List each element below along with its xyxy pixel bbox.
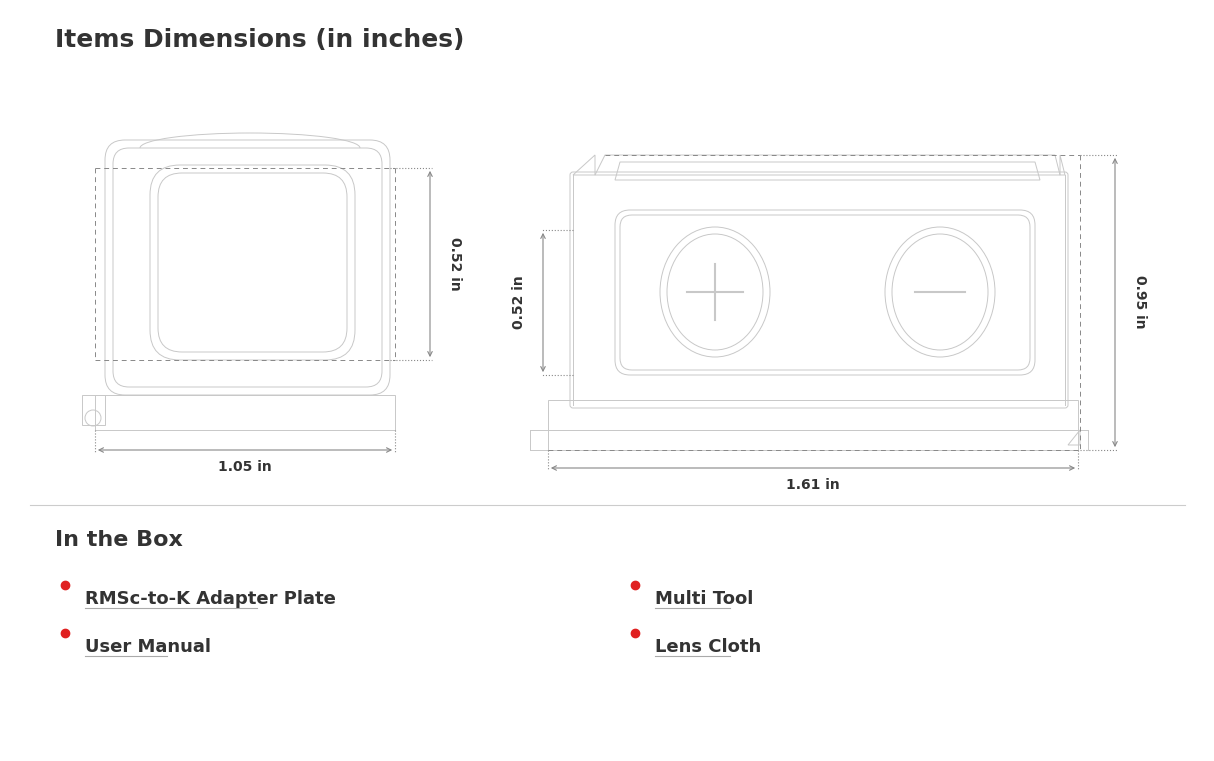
Text: RMSc-to-K Adapter Plate: RMSc-to-K Adapter Plate — [85, 590, 336, 608]
Bar — [95, 395, 395, 430]
Text: 0.52 in: 0.52 in — [512, 275, 526, 329]
Text: 1.05 in: 1.05 in — [219, 460, 272, 474]
Text: Items Dimensions (in inches): Items Dimensions (in inches) — [55, 28, 465, 52]
Text: 1.61 in: 1.61 in — [787, 478, 840, 492]
Text: In the Box: In the Box — [55, 530, 183, 550]
Text: 0.52 in: 0.52 in — [448, 237, 463, 291]
Bar — [548, 400, 1078, 430]
Text: 0.95 in: 0.95 in — [1133, 275, 1147, 329]
Bar — [548, 430, 1078, 450]
Bar — [83, 395, 104, 425]
Text: Multi Tool: Multi Tool — [656, 590, 754, 608]
Text: User Manual: User Manual — [85, 638, 211, 656]
Text: Lens Cloth: Lens Cloth — [656, 638, 761, 656]
